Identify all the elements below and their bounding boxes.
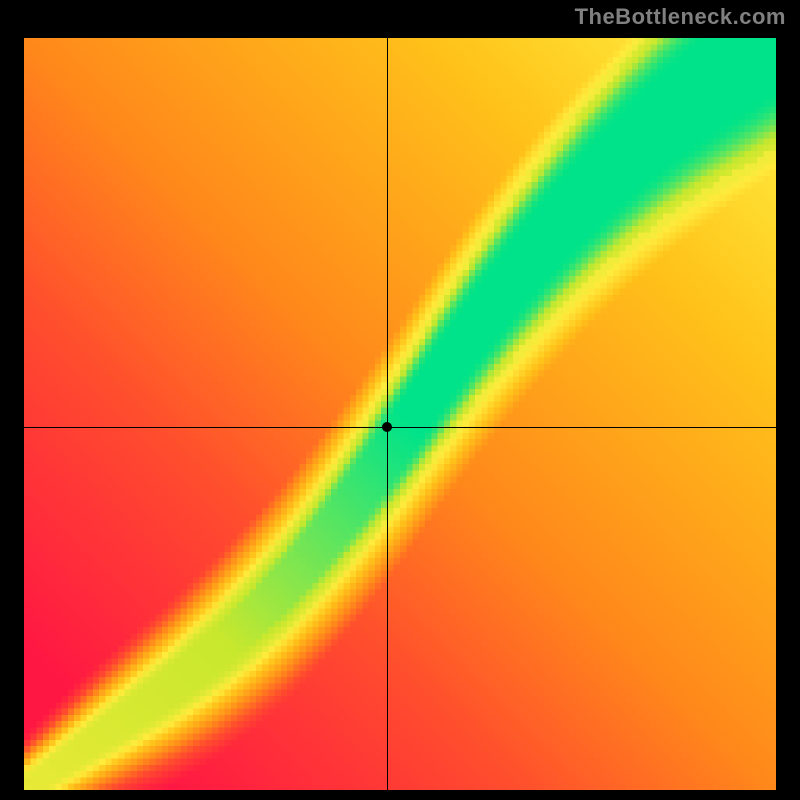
plot-frame [20, 34, 780, 794]
crosshair-horizontal [24, 427, 776, 428]
chart-container: TheBottleneck.com [0, 0, 800, 800]
plot-area [24, 38, 776, 790]
attribution-label: TheBottleneck.com [575, 4, 786, 30]
heatmap-canvas [24, 38, 776, 790]
marker-dot [382, 422, 392, 432]
crosshair-vertical [387, 38, 388, 790]
